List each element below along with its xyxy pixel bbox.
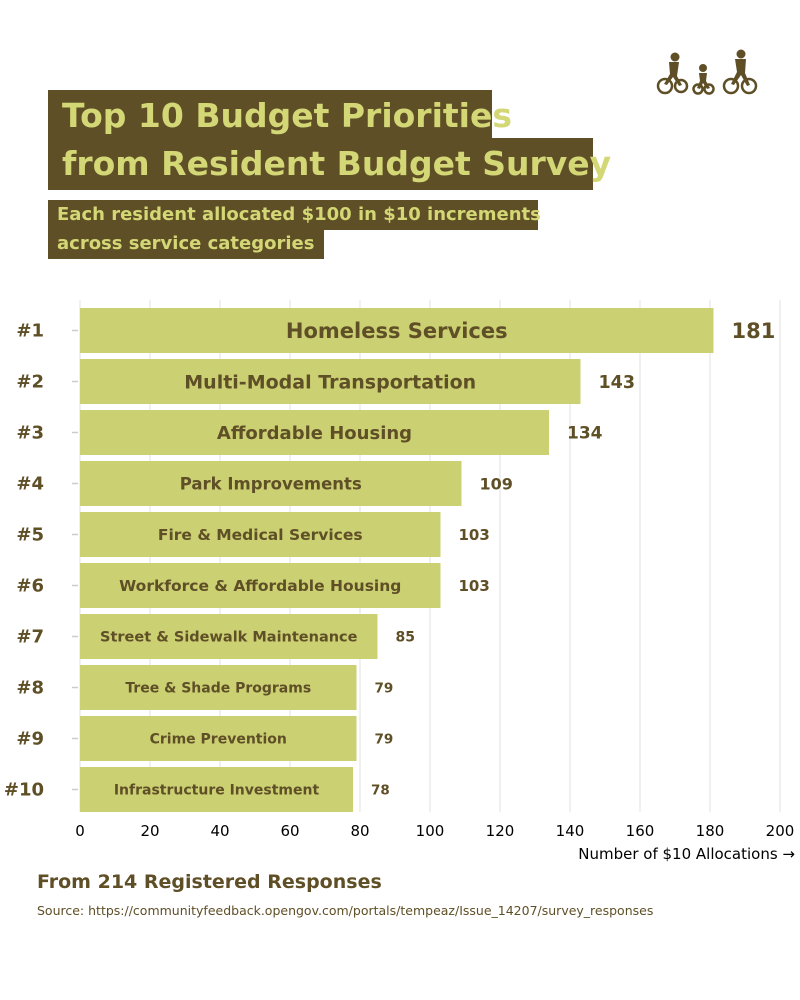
- x-tick-label: 80: [350, 822, 369, 840]
- bar: [80, 665, 357, 710]
- x-tick-label: 100: [416, 822, 445, 840]
- family-cycling-icon: [656, 49, 758, 95]
- bar-category-label: Park Improvements: [180, 474, 362, 493]
- bar-value-label: 78: [371, 782, 390, 798]
- x-tick-label: 140: [556, 822, 585, 840]
- rank-label: #9: [16, 729, 44, 750]
- bar-category-label: Tree & Shade Programs: [125, 681, 311, 697]
- bar-value-label: 143: [599, 373, 636, 393]
- bar-chart: #1 Homeless Services 181 #2 Multi-Modal Tran…: [4, 300, 795, 863]
- bar-category-label: Fire & Medical Services: [158, 526, 363, 544]
- x-tick-label: 0: [75, 822, 85, 840]
- x-axis-label: Number of $10 Allocations →: [578, 845, 795, 863]
- x-tick-label: 120: [486, 822, 515, 840]
- x-axis: 0 20 40 60 80 100 120 140 160 180 200: [75, 822, 794, 840]
- x-tick-label: 20: [140, 822, 159, 840]
- bar-value-label: 103: [459, 526, 490, 544]
- bar-category-label: Infrastructure Investment: [114, 783, 320, 799]
- rank-label: #10: [4, 780, 44, 801]
- bar-value-label: 103: [459, 577, 490, 595]
- x-tick-label: 200: [766, 822, 795, 840]
- bar-category-label: Affordable Housing: [217, 423, 412, 444]
- bar-category-label: Street & Sidewalk Maintenance: [100, 630, 358, 646]
- bar-value-label: 181: [732, 319, 776, 343]
- bar: [80, 359, 581, 404]
- rank-label: #6: [16, 576, 44, 597]
- bar: [80, 767, 353, 812]
- bar-value-label: 85: [396, 630, 415, 646]
- bar: [80, 716, 357, 761]
- bar-category-label: Crime Prevention: [150, 732, 287, 748]
- bar: [80, 410, 549, 455]
- rank-label: #5: [16, 525, 44, 546]
- x-tick-label: 160: [626, 822, 655, 840]
- bar-value-label: 109: [480, 474, 513, 493]
- bar-value-label: 79: [375, 680, 394, 696]
- bar-category-label: Workforce & Affordable Housing: [119, 577, 401, 595]
- rank-label: #3: [16, 423, 44, 444]
- bar-category-label: Homeless Services: [286, 319, 508, 343]
- rank-label: #7: [16, 627, 44, 648]
- rank-label: #2: [16, 372, 44, 393]
- bar: [80, 563, 441, 608]
- bars: #1 Homeless Services 181 #2 Multi-Modal Tran…: [4, 308, 775, 812]
- chart-subtitle-line-1: Each resident allocated $100 in $10 incr…: [48, 200, 541, 230]
- x-tick-label: 180: [696, 822, 725, 840]
- x-tick-label: 60: [280, 822, 299, 840]
- rank-label: #8: [16, 678, 44, 699]
- rank-label: #1: [16, 321, 44, 342]
- bar: [80, 308, 714, 353]
- source-note: Source: https://communityfeedback.opengo…: [37, 903, 654, 918]
- bar: [80, 461, 462, 506]
- chart-title-line-2: from Resident Budget Survey: [48, 138, 611, 190]
- chart-subtitle-line-2: across service categories: [48, 230, 324, 259]
- rank-label: #4: [16, 474, 44, 495]
- x-tick-label: 40: [210, 822, 229, 840]
- bar-value-label: 79: [375, 731, 394, 747]
- bar: [80, 512, 441, 557]
- chart-title-line-1: Top 10 Budget Priorities: [48, 90, 512, 138]
- bar: [80, 614, 378, 659]
- bar-value-label: 134: [567, 424, 603, 444]
- bar-category-label: Multi-Modal Transportation: [184, 371, 476, 393]
- responses-note: From 214 Registered Responses: [37, 871, 382, 893]
